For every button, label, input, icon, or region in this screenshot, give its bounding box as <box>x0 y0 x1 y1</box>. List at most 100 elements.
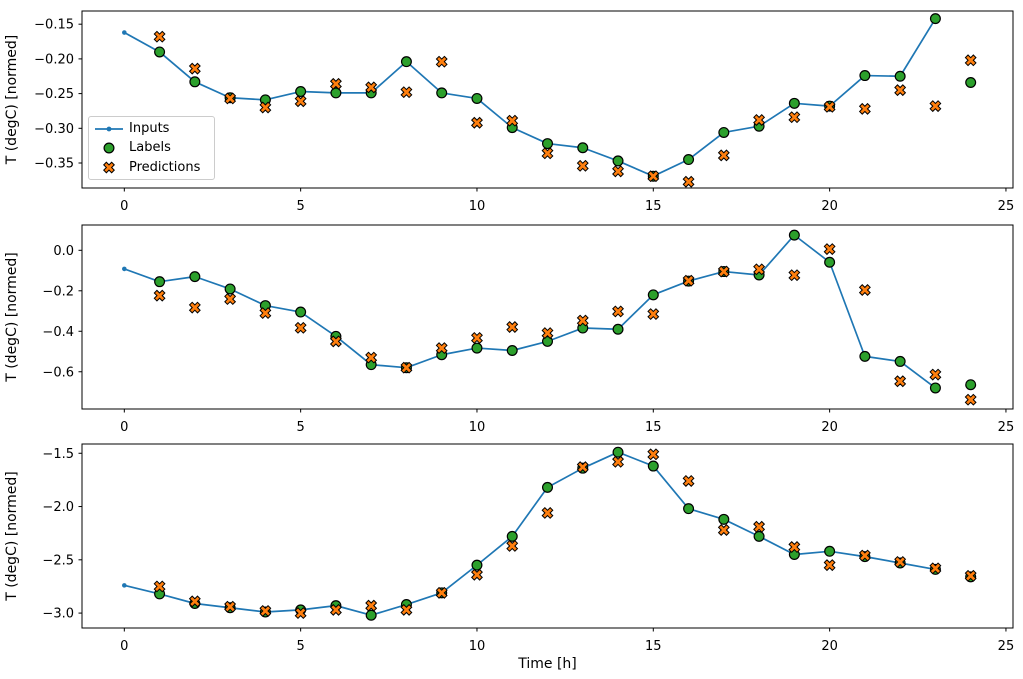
prediction-point <box>964 54 977 67</box>
label-point <box>189 271 201 283</box>
label-point <box>859 70 871 82</box>
prediction-point <box>753 263 766 276</box>
prediction-point <box>188 62 201 75</box>
y-tick-label: −0.25 <box>34 87 74 102</box>
prediction-point <box>470 568 483 581</box>
legend-label-predictions: Predictions <box>129 159 201 175</box>
label-point <box>471 92 483 104</box>
prediction-point <box>294 321 307 334</box>
x-axis-label: Time [h] <box>517 656 577 672</box>
prediction-point <box>188 595 201 608</box>
prediction-point <box>858 549 871 562</box>
prediction-point <box>929 562 942 575</box>
y-axis-label: T (degC) [normed] <box>4 35 20 166</box>
label-point <box>788 229 800 241</box>
label-point <box>577 142 589 154</box>
x-tick-label: 0 <box>120 420 128 435</box>
prediction-point <box>506 539 519 552</box>
inputs-polyline <box>123 18 937 178</box>
label-point <box>612 446 624 458</box>
label-point <box>154 46 166 58</box>
prediction-point <box>964 393 977 406</box>
prediction-point <box>612 455 625 468</box>
labels-circle-icon <box>89 141 129 155</box>
x-tick-label: 15 <box>645 199 662 214</box>
prediction-point <box>294 607 307 620</box>
prediction-point <box>435 342 448 355</box>
prediction-point <box>788 269 801 282</box>
label-point <box>295 306 307 318</box>
y-axis-label: T (degC) [normed] <box>4 252 20 383</box>
prediction-point <box>612 305 625 318</box>
legend-entry-labels: Labels <box>89 138 214 157</box>
prediction-point <box>647 448 660 461</box>
prediction-point <box>224 293 237 306</box>
prediction-point <box>365 599 378 612</box>
prediction-point <box>788 541 801 554</box>
label-point <box>612 155 624 167</box>
prediction-point <box>541 506 554 519</box>
x-tick-label: 20 <box>821 639 838 654</box>
prediction-point <box>259 307 272 320</box>
prediction-point <box>470 116 483 129</box>
predictions-points <box>153 243 977 406</box>
predictions-x-icon <box>89 160 129 175</box>
prediction-point <box>576 159 589 172</box>
prediction-point <box>858 284 871 296</box>
x-tick-label: 20 <box>821 199 838 214</box>
prediction-point <box>365 351 378 364</box>
subplot-1-plot-area <box>81 10 1014 189</box>
y-tick-label: −0.30 <box>34 122 74 137</box>
legend-label-inputs: Inputs <box>129 121 170 137</box>
subplot-2-plot-area <box>81 224 1014 410</box>
label-point <box>400 56 412 68</box>
subplot-3-plot-area <box>81 443 1014 629</box>
label-point <box>965 379 977 391</box>
label-point <box>788 97 800 109</box>
prediction-point <box>400 361 413 374</box>
label-point <box>965 76 977 88</box>
x-tick-label: 25 <box>998 639 1015 654</box>
label-point <box>683 154 695 166</box>
prediction-point <box>894 375 907 388</box>
x-tick-label: 15 <box>645 639 662 654</box>
y-tick-label: −0.35 <box>34 157 74 172</box>
prediction-point <box>823 243 836 256</box>
x-tick-label: 5 <box>297 639 305 654</box>
legend-entry-predictions: Predictions <box>89 158 214 177</box>
prediction-point <box>894 84 907 97</box>
inputs-polyline <box>124 234 936 389</box>
prediction-point <box>153 30 166 43</box>
legend-circle-sample <box>103 142 115 154</box>
prediction-point <box>964 569 977 582</box>
prediction-point <box>435 55 448 68</box>
prediction-point <box>541 327 554 340</box>
subplot-3: 0 5 10 15 20 25 −1.5 −2.0 −2.5 −3.0 T (degC) [norm… <box>4 443 1015 672</box>
prediction-point <box>541 147 554 160</box>
prediction-point <box>294 95 307 108</box>
label-point <box>894 70 906 82</box>
prediction-point <box>753 114 766 126</box>
prediction-point <box>329 603 342 616</box>
x-tick-label: 10 <box>469 639 486 654</box>
prediction-point <box>929 368 942 381</box>
label-point <box>541 481 553 493</box>
label-point <box>929 13 941 25</box>
inputs-line-icon <box>89 123 129 135</box>
inputs-point-marker <box>122 583 127 588</box>
label-point <box>471 559 483 571</box>
x-tick-label: 10 <box>469 420 486 435</box>
label-point <box>330 87 342 99</box>
prediction-point <box>365 81 378 94</box>
inputs-point-marker <box>122 30 127 35</box>
label-point <box>506 345 518 357</box>
label-point <box>506 530 518 542</box>
label-point <box>824 545 836 557</box>
prediction-point <box>435 586 448 599</box>
label-point <box>541 335 553 347</box>
prediction-point <box>576 314 589 327</box>
prediction-point <box>153 580 166 593</box>
prediction-point <box>259 101 272 114</box>
prediction-point <box>682 474 695 487</box>
subplot-1: 0 5 10 15 20 25 −0.15 −0.20 −0.25 −0.30 −0.35 T (de… <box>4 10 1014 214</box>
